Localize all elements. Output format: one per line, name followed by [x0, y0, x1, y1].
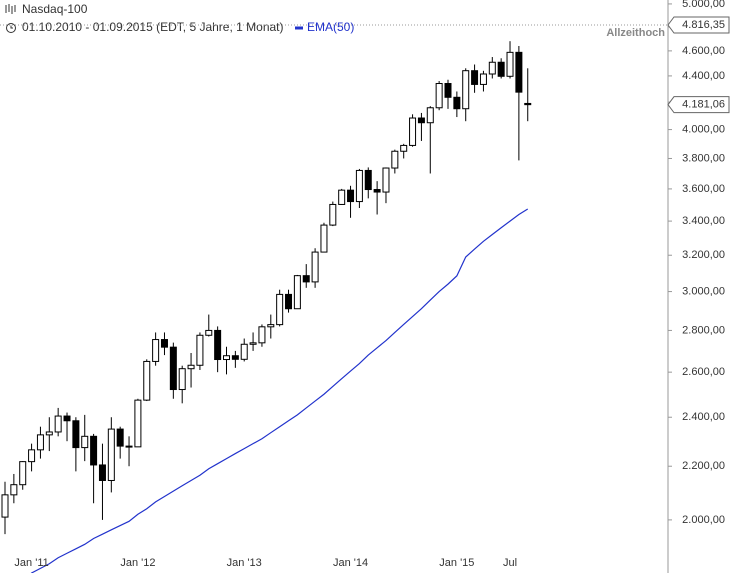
candle-body	[134, 399, 142, 448]
chart-subtitle: 01.10.2010 - 01.09.2015 (EDT, 5 Jahre, 1…	[22, 20, 284, 34]
candle-body	[488, 61, 496, 75]
y-tick-label: 4.400,00	[682, 70, 725, 82]
title-icon	[5, 4, 16, 14]
candle-body	[302, 275, 310, 283]
candle-body	[417, 117, 425, 124]
candle-body	[320, 224, 328, 253]
x-tick-label: Jan '15	[439, 557, 474, 569]
candle-body	[355, 169, 363, 203]
candle-body	[293, 275, 301, 310]
candle-body	[364, 169, 372, 191]
y-tick-label: 3.600,00	[682, 183, 725, 195]
y-tick-label: 4.000,00	[682, 123, 725, 135]
candle-body	[382, 167, 390, 193]
price-box	[667, 16, 730, 34]
candle-body	[524, 102, 532, 106]
candle-body	[169, 346, 177, 391]
x-tick-label: Jan '11	[14, 557, 48, 569]
candle-body	[116, 428, 124, 447]
candle-body	[462, 70, 470, 110]
y-tick-label: 5.000,00	[682, 0, 725, 10]
candle-body	[36, 434, 44, 451]
y-tick-label: 3.200,00	[682, 249, 725, 261]
candle-body	[231, 355, 239, 360]
candle-body	[72, 420, 80, 449]
candle-body	[400, 144, 408, 152]
candle-body	[81, 435, 89, 449]
y-tick-label: 3.800,00	[682, 152, 725, 164]
clock-icon	[6, 23, 16, 33]
candle-body	[143, 360, 151, 401]
candle-body	[338, 189, 346, 205]
price-box	[667, 96, 730, 114]
candle-body	[28, 449, 36, 463]
candle-body	[54, 415, 62, 433]
x-tick-label: Jul	[503, 557, 517, 569]
y-tick-label: 4.600,00	[682, 45, 725, 57]
candle-body	[426, 107, 434, 124]
candle-body	[267, 324, 275, 328]
x-tick-label: Jan '14	[333, 557, 368, 569]
y-tick-label: 2.400,00	[682, 411, 725, 423]
candle-body	[178, 368, 186, 391]
candle-body	[125, 445, 133, 448]
candle-body	[497, 61, 505, 77]
candle-body	[515, 51, 523, 93]
candle-body	[196, 334, 204, 366]
candle-body	[45, 431, 53, 436]
candle-body	[205, 329, 213, 336]
x-tick-label: Jan '12	[120, 557, 155, 569]
candle-body	[453, 96, 461, 110]
candle-body	[479, 73, 487, 85]
price-label: 4.181,06	[682, 99, 725, 111]
candle-body	[10, 484, 18, 496]
legend-label: EMA(50)	[307, 20, 354, 34]
candle-body	[63, 415, 71, 422]
candle-body	[214, 329, 222, 361]
y-tick-label: 2.200,00	[682, 460, 725, 472]
candle-body	[471, 70, 479, 85]
candle-body	[373, 189, 381, 193]
candle-body	[391, 150, 399, 169]
candle-body	[249, 342, 257, 345]
y-tick-label: 2.600,00	[682, 366, 725, 378]
candle-body	[240, 343, 248, 360]
candle-body	[329, 203, 337, 226]
y-tick-label: 2.800,00	[682, 324, 725, 336]
candle-body	[152, 339, 160, 362]
candle-body	[98, 464, 106, 481]
candle-body	[1, 494, 9, 518]
candle-body	[347, 189, 355, 203]
candle-body	[90, 435, 98, 466]
candle-body	[187, 364, 195, 370]
price-label: 4.816,35	[682, 19, 725, 31]
candle-body	[160, 339, 168, 348]
candle-body	[435, 83, 443, 109]
candle-body	[311, 251, 319, 283]
x-tick-label: Jan '13	[227, 557, 262, 569]
candle-body	[223, 355, 230, 361]
chart-title: Nasdaq-100	[22, 2, 88, 16]
clock-hand	[10, 25, 13, 29]
y-tick-label: 2.000,00	[682, 514, 725, 526]
candle-body	[444, 83, 452, 98]
candle-body	[107, 428, 115, 481]
y-tick-label: 3.000,00	[682, 285, 725, 297]
ema-line	[30, 208, 529, 573]
candle-body	[276, 293, 284, 326]
candle-body	[19, 461, 27, 486]
candle-body	[285, 293, 293, 310]
ath-label: Allzeithoch	[606, 27, 665, 39]
candle-body	[506, 51, 514, 77]
candle-body	[258, 326, 266, 344]
y-tick-label: 3.400,00	[682, 215, 725, 227]
candle-body	[409, 117, 417, 146]
